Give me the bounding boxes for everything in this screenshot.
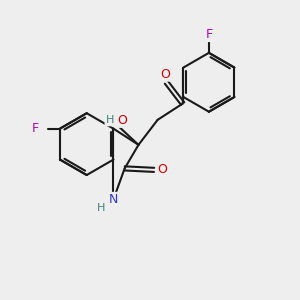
Text: O: O xyxy=(117,114,127,127)
Text: O: O xyxy=(158,164,167,176)
Text: F: F xyxy=(32,122,39,135)
Text: H: H xyxy=(97,202,105,213)
Text: H: H xyxy=(106,116,114,125)
Text: N: N xyxy=(109,193,118,206)
Text: F: F xyxy=(205,28,212,41)
Text: O: O xyxy=(160,68,170,81)
